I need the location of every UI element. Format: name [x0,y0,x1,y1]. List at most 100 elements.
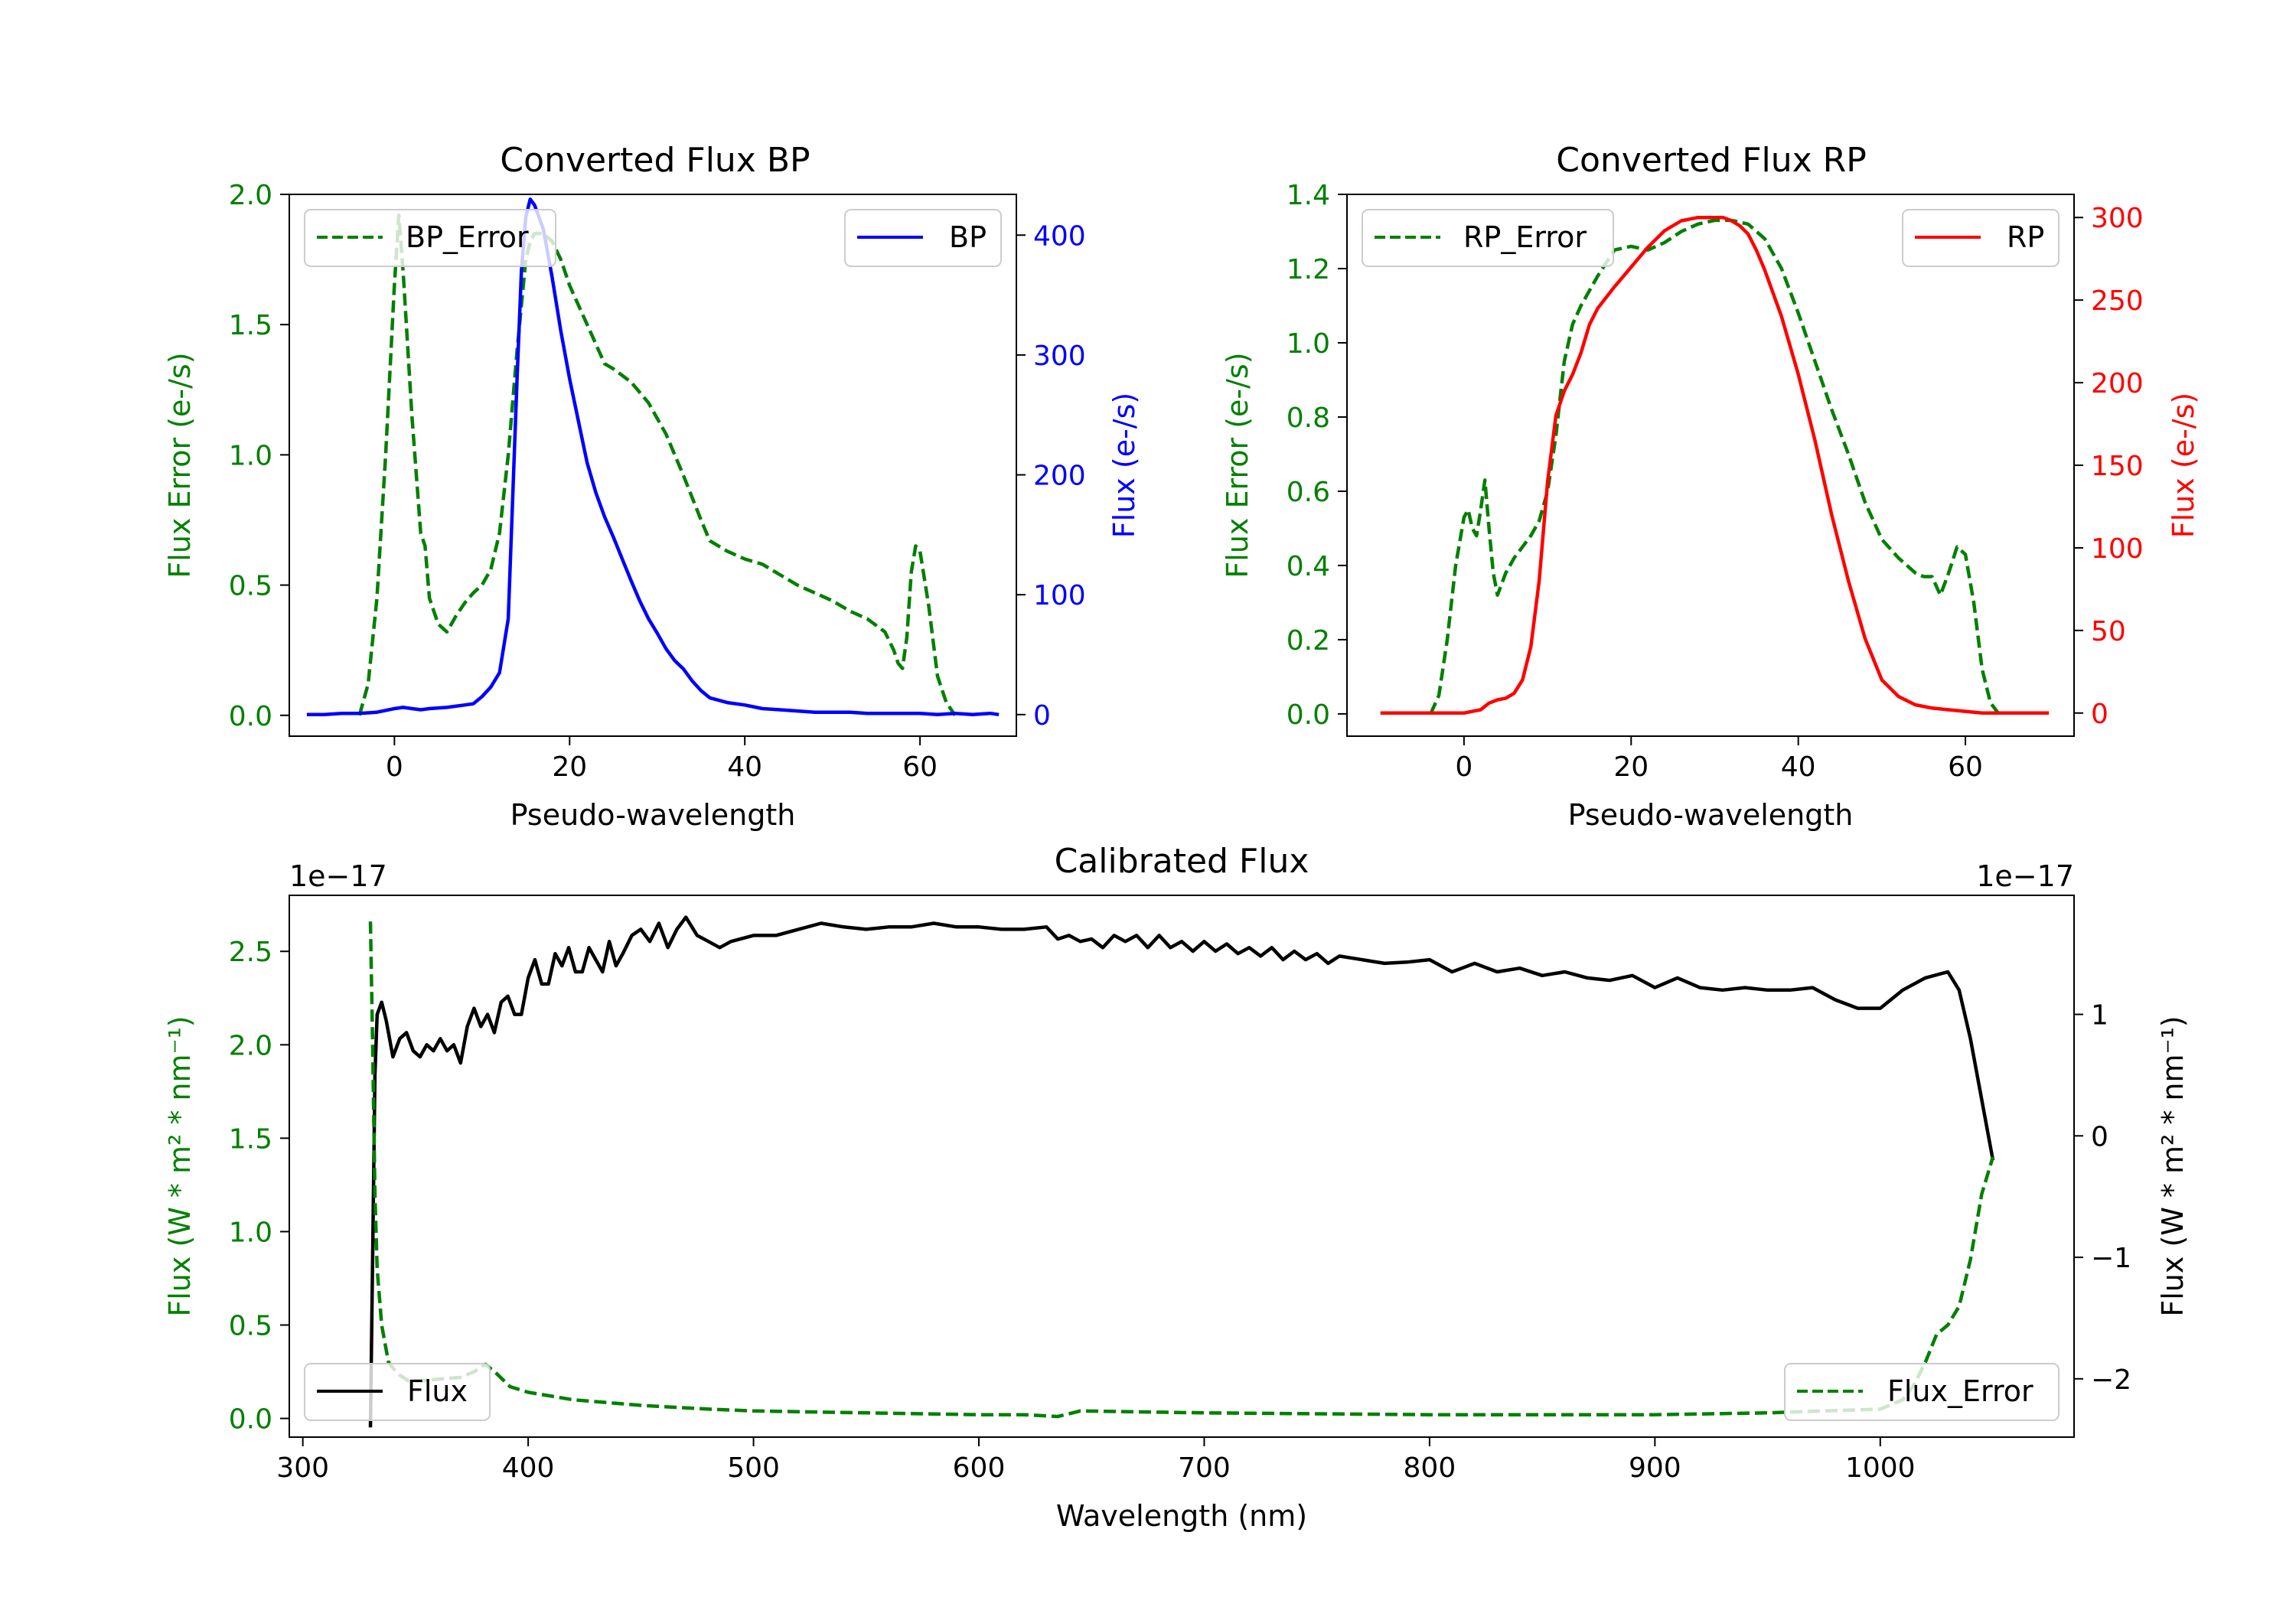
bp-legend-error[interactable]: BP_Error [304,209,556,267]
cal-x-tick-label: 700 [1178,1452,1231,1484]
bp-right-axis: 0 100 200 300 400 [1016,220,1086,732]
bp-left-axis: 0.0 0.5 1.0 1.5 2.0 [229,180,289,732]
rp-series-rp [1380,215,2050,715]
cal-right-tick-label: −1 [2091,1243,2131,1274]
bp-right-tick-label: 0 [1033,700,1051,732]
bp-x-tick-label: 20 [552,751,587,783]
cal-left-tick-label: 2.0 [229,1030,272,1061]
cal-title: Calibrated Flux [1055,842,1309,881]
bp-right-label: Flux (e-/s) [1107,393,1141,538]
rp-title: Converted Flux RP [1556,141,1867,180]
rp-legend-error-label: RP_Error [1463,220,1587,254]
bp-series-bp-error [357,213,957,717]
cal-right-tick-label: 1 [2091,1000,2108,1032]
rp-left-tick-label: 0.0 [1287,699,1330,731]
cal-x-label: Wavelength (nm) [1056,1499,1307,1533]
rp-right-axis: 0 50 100 150 200 250 300 [2074,203,2144,730]
bp-x-tick-label: 40 [727,751,762,783]
cal-frame [289,895,2075,1438]
cal-left-offset: 1e−17 [289,859,387,893]
bp-left-tick-label: 0.0 [229,701,272,732]
bp-left-tick-label: 0.5 [229,571,272,602]
rp-panel: Converted Flux RP 0 20 40 60 0.00.20.40.60.… [1221,141,2200,832]
cal-legend-flux-label: Flux [407,1374,468,1408]
rp-x-tick-label: 60 [1948,751,1983,783]
rp-legend-error-box [1362,209,1614,267]
rp-right-label: Flux (e-/s) [2167,393,2200,538]
bp-left-tick-label: 2.0 [229,180,272,211]
cal-series-flux [368,915,1995,1428]
bp-x-tick-label: 60 [902,751,938,783]
cal-right-axis: −2 −1 0 1 [2074,1000,2131,1396]
cal-x-axis: 300 400 500 600 700 800 900 1000 [276,1437,1916,1484]
cal-right-tick-label: 0 [2091,1121,2108,1152]
rp-legend-error[interactable]: RP_Error [1362,209,1614,267]
cal-x-tick-label: 400 [502,1452,555,1484]
bp-lines [306,197,1000,717]
bp-legend-error-box [304,209,556,267]
cal-right-tick-label: −2 [2091,1364,2131,1396]
rp-left-tick-label: 0.6 [1287,477,1330,508]
bp-left-tick-label: 1.5 [229,310,272,341]
rp-left-tick-label: 1.4 [1287,180,1330,211]
rp-left-tick-label: 0.8 [1287,403,1330,434]
bp-panel: Converted Flux BP 0 20 40 60 0.0 0.5 1.0 1.5 2.… [163,141,1141,832]
rp-left-label: Flux Error (e-/s) [1221,352,1254,578]
rp-x-tick-label: 40 [1781,751,1816,783]
rp-left-tick-label: 0.4 [1287,551,1330,582]
rp-left-tick-label: 1.0 [1287,328,1330,360]
cal-legend-flux-box [304,1363,491,1421]
cal-panel: Calibrated Flux 300 400 500 600 700 800 900 100… [163,842,2190,1533]
bp-left-tick-label: 1.0 [229,440,272,471]
cal-x-tick-label: 600 [953,1452,1006,1484]
bp-x-axis: 0 20 40 60 [386,736,938,783]
cal-lines [368,915,1995,1428]
bp-legend-error-label: BP_Error [406,220,529,254]
cal-right-label: Flux (W * m² * nm⁻¹) [2156,1015,2190,1316]
cal-left-tick-label: 0.0 [229,1404,272,1436]
cal-left-tick-label: 0.5 [229,1311,272,1342]
bp-right-tick-label: 400 [1033,220,1086,252]
rp-right-tick-label: 150 [2091,451,2144,482]
rp-legend-flux[interactable]: RP [1902,209,2060,267]
cal-series-flux-error [368,921,1995,1419]
rp-right-tick-label: 50 [2091,616,2126,647]
bp-x-tick-label: 0 [386,751,403,783]
bp-left-label: Flux Error (e-/s) [163,352,197,578]
rp-left-tick-label: 0.2 [1287,625,1330,657]
bp-right-tick-label: 200 [1033,461,1086,492]
bp-frame [289,194,1017,737]
bp-x-label: Pseudo-wavelength [510,798,796,832]
rp-series-rp-error [1429,218,2001,715]
rp-x-tick-label: 20 [1613,751,1649,783]
cal-x-tick-label: 800 [1404,1452,1456,1484]
cal-left-tick-label: 2.5 [229,937,272,968]
bp-title: Converted Flux BP [500,141,810,180]
cal-right-offset: 1e−17 [1976,859,2074,893]
cal-x-tick-label: 500 [727,1452,780,1484]
rp-left-axis: 0.0 0.2 0.4 0.6 0.8 1.0 1.2 1.4 [1287,180,1347,731]
cal-left-tick-label: 1.0 [229,1217,272,1248]
bp-right-tick-label: 100 [1033,580,1086,611]
cal-x-tick-label: 900 [1629,1452,1681,1484]
rp-left-tick-label: 1.2 [1287,254,1330,285]
cal-legend-error-label: Flux_Error [1887,1374,2033,1408]
rp-lines [1380,215,2050,715]
rp-right-tick-label: 300 [2091,203,2144,234]
rp-frame [1346,194,2075,737]
bp-right-tick-label: 300 [1033,341,1086,372]
cal-legend-flux[interactable]: Flux [304,1363,491,1421]
bp-legend-flux[interactable]: BP [844,209,1002,267]
bp-series-bp [306,197,1000,717]
cal-legend-error-box [1784,1363,2060,1421]
cal-left-tick-label: 1.5 [229,1123,272,1155]
rp-x-label: Pseudo-wavelength [1568,798,1854,832]
cal-legend-error[interactable]: Flux_Error [1784,1363,2060,1421]
rp-right-tick-label: 200 [2091,368,2144,399]
rp-right-tick-label: 250 [2091,285,2144,317]
rp-right-tick-label: 100 [2091,533,2144,565]
cal-left-label: Flux (W * m² * nm⁻¹) [163,1015,197,1316]
rp-x-axis: 0 20 40 60 [1455,736,1983,783]
bp-legend-flux-label: BP [949,220,987,254]
